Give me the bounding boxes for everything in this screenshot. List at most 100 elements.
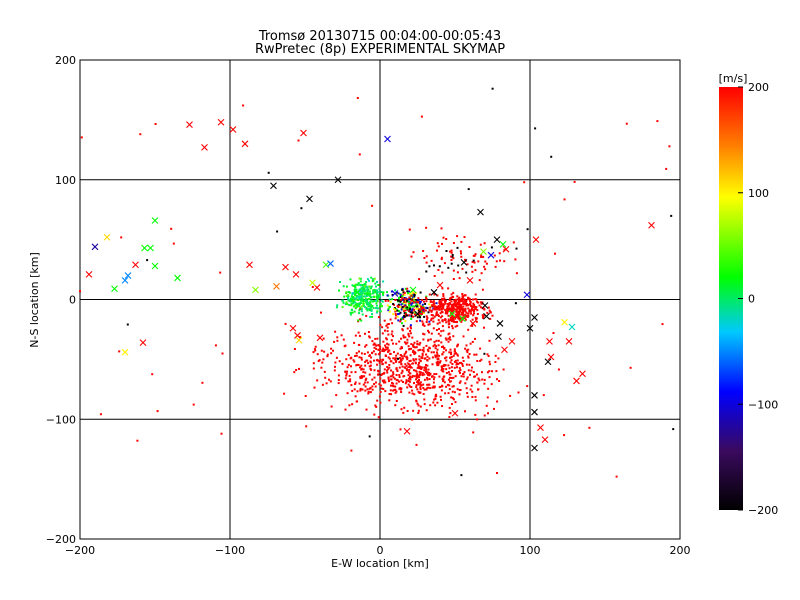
x-marker-stroke: [579, 370, 586, 378]
scatter-point: [376, 297, 379, 300]
scatter-point: [459, 309, 462, 312]
scatter-point: [399, 360, 402, 363]
scatter-point: [367, 308, 370, 311]
scatter-point: [452, 320, 455, 323]
scatter-point: [351, 311, 354, 314]
scatter-point: [381, 363, 384, 366]
scatter-point: [436, 322, 439, 325]
scatter-point: [407, 301, 410, 304]
scatter-point: [404, 351, 407, 354]
scatter-point: [381, 305, 383, 307]
scatter-point: [408, 366, 411, 368]
scatter-point: [388, 298, 391, 301]
scatter-point: [346, 370, 348, 373]
scatter-point: [425, 409, 428, 412]
scatter-point: [353, 388, 356, 391]
x-marker-stroke: [547, 353, 555, 361]
scatter-point: [423, 257, 426, 259]
scatter-point: [400, 337, 402, 340]
scatter-point: [393, 351, 395, 354]
scatter-point: [366, 290, 369, 293]
scatter-point: [453, 391, 456, 394]
scatter-point: [441, 385, 444, 388]
scatter-point: [396, 309, 399, 312]
scatter-point: [444, 392, 447, 395]
scatter-point: [366, 303, 368, 306]
scatter-point: [334, 330, 337, 333]
scatter-point: [412, 349, 415, 352]
scatter-point: [366, 388, 369, 391]
scatter-point: [399, 311, 402, 314]
scatter-point: [377, 307, 380, 310]
scatter-point: [450, 318, 453, 321]
scatter-point: [333, 340, 336, 343]
scatter-point: [416, 340, 419, 343]
scatter-point: [379, 377, 382, 380]
scatter-point: [452, 385, 455, 388]
scatter-point: [431, 386, 434, 389]
scatter-point: [293, 348, 296, 350]
scatter-point: [358, 296, 361, 299]
scatter-point: [365, 377, 368, 380]
scatter-point: [448, 319, 451, 322]
scatter-point: [425, 261, 428, 264]
scatter-point: [447, 364, 450, 367]
scatter-point: [382, 358, 385, 361]
x-marker-stroke: [477, 208, 484, 216]
scatter-point: [354, 395, 357, 398]
scatter-point: [482, 256, 485, 258]
scatter-point: [373, 359, 375, 362]
x-markers: [85, 118, 655, 452]
scatter-point: [416, 343, 419, 345]
scatter-point: [442, 236, 445, 239]
x-marker-stroke: [322, 261, 330, 269]
scatter-point: [339, 281, 341, 283]
scatter-point: [412, 409, 415, 412]
scatter-point: [376, 280, 378, 283]
scatter-point: [498, 380, 501, 382]
scatter-point: [408, 335, 411, 338]
scatter-point: [390, 290, 393, 293]
scatter-point: [377, 316, 380, 319]
scatter-point: [374, 337, 377, 340]
x-marker: [403, 427, 411, 435]
scatter-point: [365, 298, 367, 301]
x-marker: [85, 270, 93, 278]
scatter-point: [441, 298, 444, 301]
scatter-point: [473, 304, 476, 307]
x-marker: [541, 436, 549, 443]
x-marker: [481, 302, 489, 309]
scatter-point: [430, 259, 433, 262]
scatter-point: [389, 389, 392, 392]
scatter-point: [427, 386, 430, 389]
scatter-point: [399, 354, 402, 357]
x-marker: [483, 312, 490, 320]
scatter-point: [411, 310, 414, 313]
x-tick-label: 100: [520, 544, 541, 557]
scatter-point: [456, 344, 459, 347]
scatter-point: [367, 362, 370, 365]
scatter-point: [367, 301, 370, 304]
scatter-point: [192, 403, 195, 406]
scatter-point: [461, 293, 464, 295]
scatter-point: [668, 145, 671, 148]
x-marker-stroke: [294, 332, 301, 339]
scatter-point: [394, 310, 397, 313]
scatter-point: [283, 392, 286, 395]
scatter-point: [376, 289, 378, 292]
scatter-point: [588, 426, 591, 429]
scatter-point: [391, 298, 394, 301]
scatter-point: [491, 370, 493, 373]
scatter-point: [365, 308, 368, 310]
scatter-point: [382, 294, 385, 297]
scatter-point: [374, 353, 377, 356]
scatter-point: [357, 364, 360, 366]
scatter-point: [384, 299, 387, 302]
scatter-point: [359, 389, 362, 392]
scatter-point: [385, 324, 388, 327]
scatter-point: [427, 368, 430, 371]
scatter-point: [356, 390, 359, 393]
scatter-point: [400, 391, 403, 393]
scatter-point: [376, 399, 379, 402]
scatter-point: [453, 360, 456, 363]
